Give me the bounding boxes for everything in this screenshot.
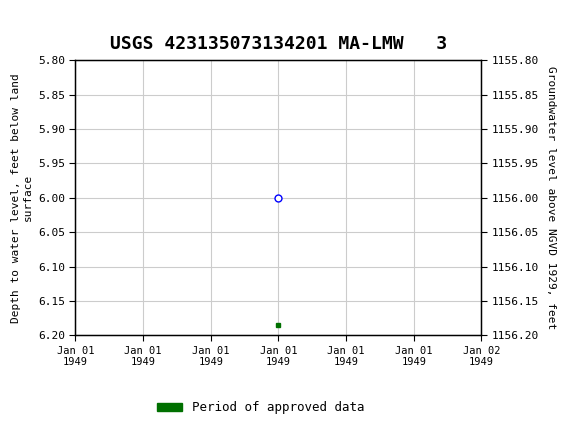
Y-axis label: Groundwater level above NGVD 1929, feet: Groundwater level above NGVD 1929, feet: [546, 66, 556, 329]
Text: ≡USGS: ≡USGS: [3, 10, 57, 28]
Title: USGS 423135073134201 MA-LMW   3: USGS 423135073134201 MA-LMW 3: [110, 35, 447, 53]
Y-axis label: Depth to water level, feet below land
surface: Depth to water level, feet below land su…: [11, 73, 32, 322]
Legend: Period of approved data: Period of approved data: [152, 396, 370, 419]
